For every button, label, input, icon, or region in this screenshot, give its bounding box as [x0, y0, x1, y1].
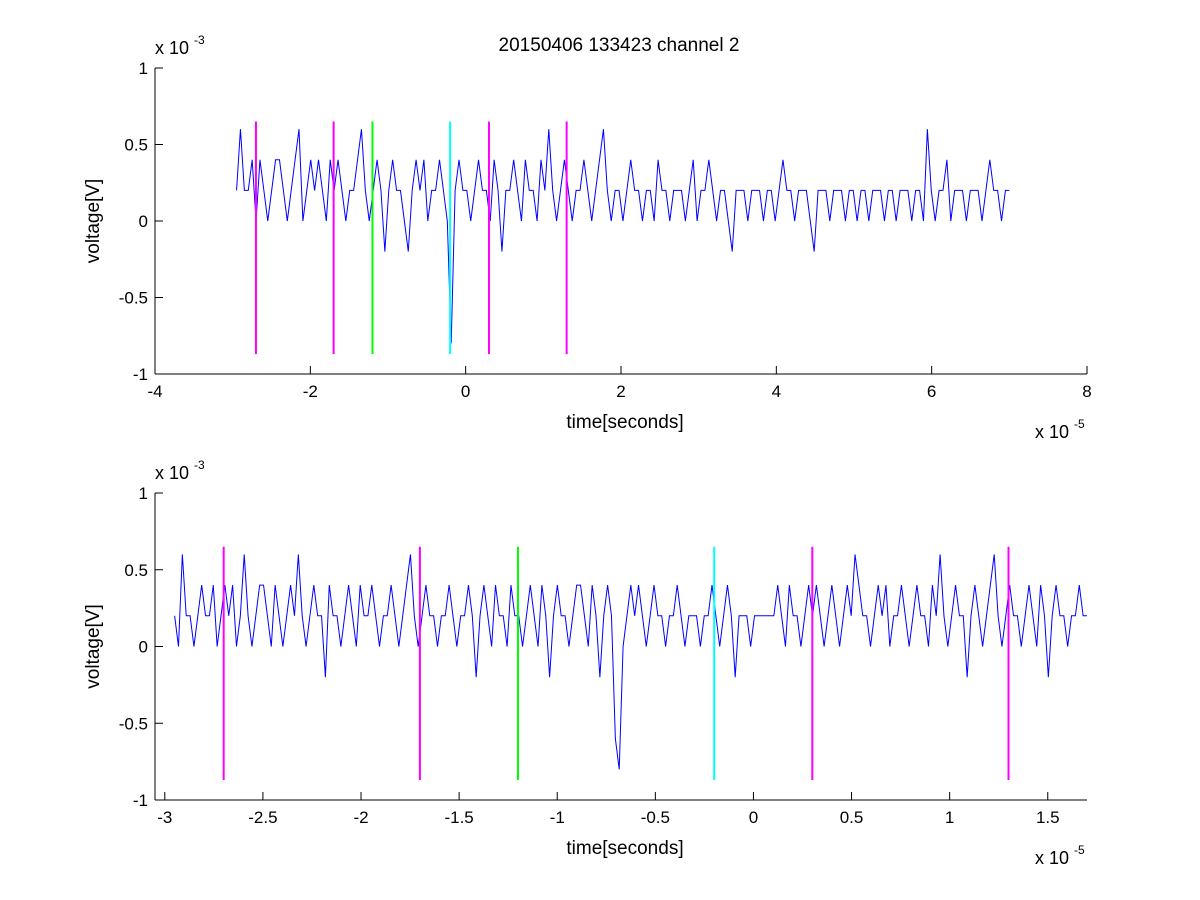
- x-tick-label: 1: [945, 808, 954, 827]
- x-tick-label: -0.5: [641, 808, 670, 827]
- x-tick-label: 6: [927, 382, 936, 401]
- y-tick-label: -0.5: [119, 714, 148, 733]
- y-exponent-label: x 10 -3: [155, 458, 205, 483]
- y-axis-label: voltage[V]: [83, 179, 104, 264]
- y-exponent-label: x 10 -3: [155, 33, 205, 58]
- x-tick-label: -1.5: [444, 808, 473, 827]
- y-tick-label: -0.5: [119, 289, 148, 308]
- y-tick-label: -1: [133, 791, 148, 810]
- signal-series-line: [174, 554, 1087, 770]
- x-tick-label: -2: [303, 382, 318, 401]
- y-tick-label: -1: [133, 365, 148, 384]
- x-tick-label: -2.5: [248, 808, 277, 827]
- y-tick-label: 0.5: [124, 136, 148, 155]
- x-tick-label: 4: [772, 382, 781, 401]
- x-exponent-label: x 10 -5: [1035, 417, 1085, 442]
- x-tick-label: -4: [147, 382, 162, 401]
- x-axis-label: time[seconds]: [566, 412, 683, 433]
- y-tick-label: 0: [139, 212, 148, 231]
- x-exponent-power: -5: [1074, 843, 1085, 857]
- y-tick-label: 1: [139, 484, 148, 503]
- x-tick-label: -1: [550, 808, 565, 827]
- x-tick-label: 0: [749, 808, 758, 827]
- y-exponent-power: -3: [194, 33, 205, 47]
- y-tick-label: 1: [139, 59, 148, 78]
- bottom-plot: -3 -2.5 -2 -1.5 -1 -0.5 0 0.5 1 1.5 -1 -0.5 0 0.5 1 tim…: [83, 458, 1087, 868]
- x-tick-label: -2: [353, 808, 368, 827]
- x-tick-label: 0.5: [840, 808, 864, 827]
- y-tick-label: 0.5: [124, 561, 148, 580]
- x-tick-label: 8: [1082, 382, 1091, 401]
- x-axis-label: time[seconds]: [566, 838, 683, 859]
- x-tick-label: 0: [461, 382, 470, 401]
- x-exponent-power: -5: [1074, 417, 1085, 431]
- y-tick-label: 0: [139, 638, 148, 657]
- figure-title: 20150406 133423 channel 2: [499, 35, 740, 56]
- y-exponent-power: -3: [194, 458, 205, 472]
- top-plot: -4 -2 0 2 4 6 8 -1 -0.5 0 0.5 1 time[seconds] voltage…: [83, 33, 1092, 442]
- x-exponent-label: x 10 -5: [1035, 843, 1085, 868]
- x-tick-label: 2: [616, 382, 625, 401]
- signal-series-line: [236, 129, 1010, 344]
- y-axis-label: voltage[V]: [83, 604, 104, 689]
- x-tick-label: -3: [157, 808, 172, 827]
- x-tick-label: 1.5: [1036, 808, 1060, 827]
